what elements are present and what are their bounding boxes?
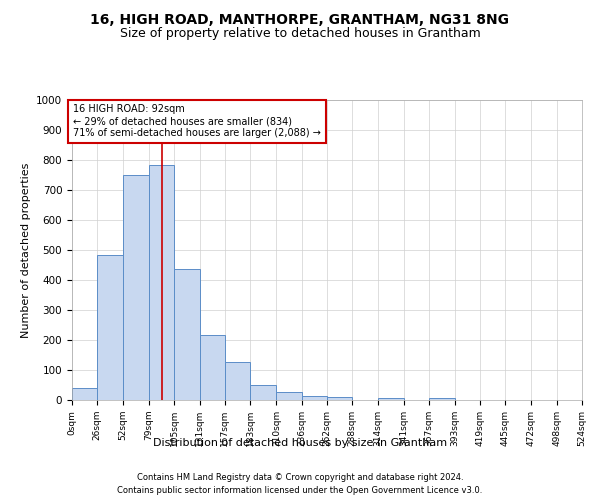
Text: Size of property relative to detached houses in Grantham: Size of property relative to detached ho… <box>119 28 481 40</box>
Bar <box>302 396 327 400</box>
Bar <box>122 175 149 400</box>
Bar <box>277 392 302 400</box>
Bar <box>225 362 250 400</box>
Text: 16, HIGH ROAD, MANTHORPE, GRANTHAM, NG31 8NG: 16, HIGH ROAD, MANTHORPE, GRANTHAM, NG31… <box>91 12 509 26</box>
Text: 16 HIGH ROAD: 92sqm
← 29% of detached houses are smaller (834)
71% of semi-detac: 16 HIGH ROAD: 92sqm ← 29% of detached ho… <box>73 104 321 138</box>
Bar <box>149 164 174 400</box>
Bar <box>199 334 225 400</box>
Bar <box>429 398 455 400</box>
Bar <box>250 385 277 400</box>
Bar <box>377 398 404 400</box>
Text: Contains HM Land Registry data © Crown copyright and database right 2024.: Contains HM Land Registry data © Crown c… <box>137 472 463 482</box>
Bar <box>97 254 122 400</box>
Bar <box>72 388 97 400</box>
Bar <box>327 397 352 400</box>
Text: Contains public sector information licensed under the Open Government Licence v3: Contains public sector information licen… <box>118 486 482 495</box>
Bar <box>174 268 200 400</box>
Text: Distribution of detached houses by size in Grantham: Distribution of detached houses by size … <box>153 438 447 448</box>
Y-axis label: Number of detached properties: Number of detached properties <box>20 162 31 338</box>
